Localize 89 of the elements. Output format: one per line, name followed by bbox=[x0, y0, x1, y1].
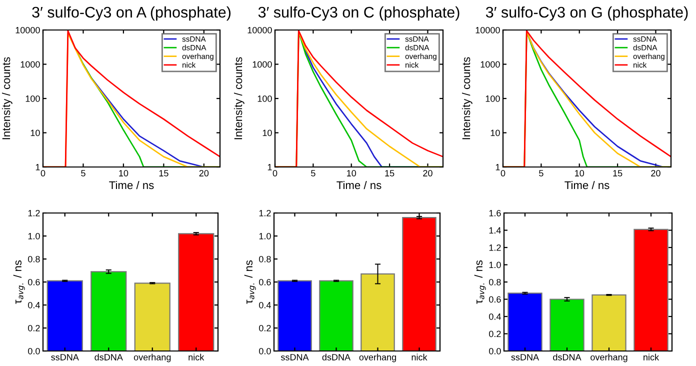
x-tick-label: 20 bbox=[423, 170, 432, 176]
y-tick-label: 0.0 bbox=[28, 348, 40, 354]
bar bbox=[634, 228, 668, 351]
chart-title: 3′ sulfo-Cy3 on G (phosphate) bbox=[486, 6, 688, 21]
y-tick-label: 0.0 bbox=[259, 348, 271, 354]
y-axis-title: Intensity / counts bbox=[462, 57, 472, 140]
y-tick-label: 10 bbox=[30, 130, 40, 136]
x-tick-label: 0 bbox=[500, 170, 506, 176]
x-tick-label: 10 bbox=[347, 170, 356, 176]
y-tick-label: 10000 bbox=[248, 26, 272, 34]
x-tick-label: 20 bbox=[199, 170, 209, 176]
bar bbox=[592, 294, 626, 351]
x-tick-label: ssDNA bbox=[280, 354, 309, 360]
x-tick-label: 5 bbox=[311, 170, 316, 176]
y-tick-label: 1000 bbox=[480, 61, 500, 68]
x-tick-label: nick bbox=[412, 354, 428, 360]
chart-title: 3′ sulfo-Cy3 on C (phosphate) bbox=[258, 6, 460, 21]
bar bbox=[134, 282, 170, 351]
x-tick-label: 0 bbox=[40, 170, 46, 176]
bar bbox=[402, 217, 436, 351]
bar bbox=[178, 233, 214, 351]
y-tick-label: 10 bbox=[490, 130, 500, 136]
y-tick-label: 1.2 bbox=[489, 244, 501, 251]
x-tick-label: 0 bbox=[272, 170, 278, 176]
x-tick-label: 15 bbox=[613, 170, 622, 176]
y-tick-label: 0.6 bbox=[28, 278, 40, 286]
y-tick-label: 0.8 bbox=[28, 256, 40, 262]
bar bbox=[508, 292, 542, 351]
y-tick-label: 0.4 bbox=[489, 313, 501, 320]
y-tick-label: 0.2 bbox=[259, 324, 271, 332]
y-axis-title: τ$_{avg.}$ / ns bbox=[244, 260, 256, 304]
bar bbox=[46, 280, 83, 351]
y-tick-label: 1000 bbox=[252, 61, 272, 68]
y-tick-label: 10000 bbox=[476, 26, 500, 34]
y-tick-label: 0.6 bbox=[489, 296, 501, 303]
y-tick-label: 10000 bbox=[16, 26, 40, 34]
y-tick-label: 1.2 bbox=[259, 210, 271, 216]
y-tick-label: 0.2 bbox=[489, 330, 501, 338]
bar bbox=[278, 280, 312, 351]
x-tick-label: overhang bbox=[590, 354, 628, 362]
x-tick-label: ssDNA bbox=[51, 354, 79, 360]
y-tick-label: 1.0 bbox=[489, 262, 501, 268]
y-tick-label: 0.6 bbox=[259, 278, 271, 286]
x-tick-label: dsDNA bbox=[553, 354, 582, 360]
y-tick-label: 0.0 bbox=[489, 348, 501, 354]
x-tick-label: dsDNA bbox=[94, 354, 123, 360]
x-tick-label: dsDNA bbox=[322, 354, 351, 360]
y-tick-label: 100 bbox=[26, 95, 40, 102]
x-tick-label: overhang bbox=[359, 354, 396, 362]
x-axis-title: Time / ns bbox=[109, 180, 154, 190]
bar bbox=[90, 271, 127, 351]
y-tick-label: 0.8 bbox=[489, 278, 501, 286]
y-axis-title: Intensity / counts bbox=[234, 57, 244, 140]
y-tick-label: 1.6 bbox=[489, 210, 501, 216]
y-axis-title: τ$_{avg.}$ / ns bbox=[474, 260, 486, 304]
x-tick-label: 20 bbox=[651, 170, 660, 176]
x-tick-label: ssDNA bbox=[511, 354, 540, 360]
chart-title: 3′ sulfo-Cy3 on A (phosphate) bbox=[32, 6, 231, 21]
x-tick-label: nick bbox=[644, 354, 660, 360]
y-tick-label: 10 bbox=[262, 130, 272, 136]
x-tick-label: nick bbox=[188, 354, 204, 360]
y-tick-label: 1.0 bbox=[259, 232, 271, 240]
x-axis-title: Time / ns bbox=[336, 180, 382, 190]
y-tick-label: 0.4 bbox=[28, 302, 40, 308]
x-tick-label: 5 bbox=[539, 170, 544, 176]
y-tick-label: 1000 bbox=[20, 61, 40, 68]
bar bbox=[550, 298, 584, 351]
x-tick-label: 15 bbox=[385, 170, 394, 176]
bar bbox=[319, 280, 354, 351]
x-tick-label: 5 bbox=[81, 170, 86, 176]
y-tick-label: 1 bbox=[36, 164, 40, 170]
x-tick-label: 15 bbox=[159, 170, 168, 176]
y-tick-label: 1 bbox=[268, 164, 272, 170]
y-axis-title: Intensity / counts bbox=[2, 57, 12, 140]
y-tick-label: 1.2 bbox=[28, 210, 40, 216]
y-axis-title: τ$_{avg.}$ / ns bbox=[13, 260, 25, 304]
bar bbox=[360, 273, 395, 351]
x-axis-title: Time / ns bbox=[564, 180, 610, 190]
y-tick-label: 100 bbox=[486, 95, 500, 102]
x-tick-label: 10 bbox=[575, 170, 584, 176]
x-tick-label: 10 bbox=[119, 170, 128, 176]
y-tick-label: 0.4 bbox=[259, 302, 271, 308]
y-tick-label: 1.4 bbox=[489, 227, 501, 234]
y-tick-label: 0.8 bbox=[259, 256, 271, 262]
y-tick-label: 1 bbox=[496, 164, 500, 170]
y-tick-label: 0.2 bbox=[28, 324, 40, 332]
y-tick-label: 100 bbox=[258, 95, 272, 102]
x-tick-label: overhang bbox=[134, 354, 171, 362]
y-tick-label: 1.0 bbox=[28, 232, 40, 240]
